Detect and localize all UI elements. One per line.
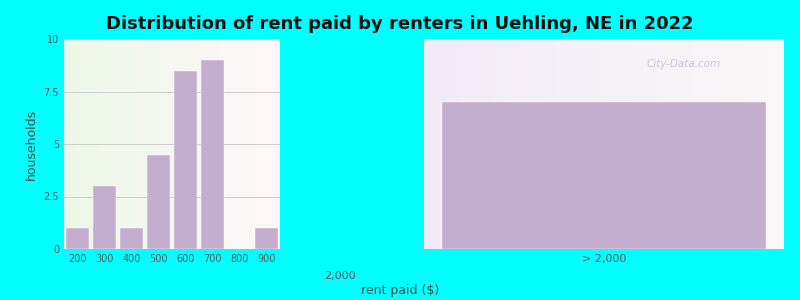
Y-axis label: households: households — [25, 108, 38, 180]
Bar — [93, 186, 116, 249]
Text: rent paid ($): rent paid ($) — [361, 284, 439, 297]
Bar — [147, 154, 170, 249]
Bar — [120, 228, 143, 249]
Bar — [255, 228, 278, 249]
Text: 2,000: 2,000 — [324, 271, 356, 281]
Bar — [201, 60, 224, 249]
Text: Distribution of rent paid by renters in Uehling, NE in 2022: Distribution of rent paid by renters in … — [106, 15, 694, 33]
Bar — [442, 102, 766, 249]
Bar — [66, 228, 89, 249]
Text: City-Data.com: City-Data.com — [646, 59, 720, 69]
Bar — [174, 70, 197, 249]
